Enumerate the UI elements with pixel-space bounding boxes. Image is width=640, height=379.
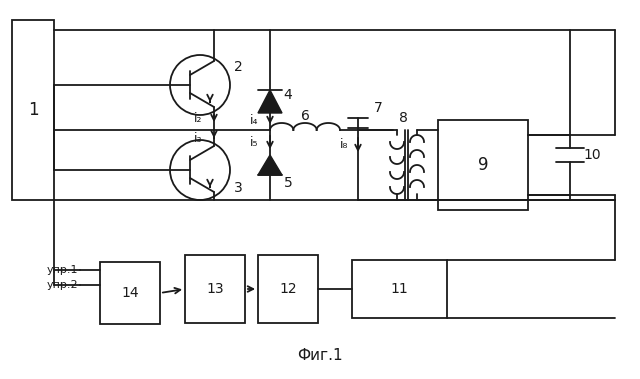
Text: 5: 5 — [284, 176, 292, 190]
Text: 8: 8 — [399, 111, 408, 125]
Bar — [352, 260, 447, 318]
Text: i₂: i₂ — [194, 111, 202, 124]
Bar — [100, 262, 160, 324]
Text: i₅: i₅ — [250, 136, 259, 149]
Bar — [438, 120, 528, 210]
Polygon shape — [258, 90, 282, 113]
Bar — [185, 255, 245, 323]
Bar — [12, 20, 54, 200]
Text: 3: 3 — [234, 181, 243, 195]
Text: 4: 4 — [284, 88, 292, 102]
Text: 10: 10 — [583, 148, 601, 162]
Text: 13: 13 — [206, 282, 224, 296]
Text: 12: 12 — [279, 282, 297, 296]
Text: i₄: i₄ — [250, 114, 259, 127]
Text: 6: 6 — [301, 109, 309, 123]
Text: упр.1: упр.1 — [47, 265, 78, 275]
Text: 9: 9 — [477, 156, 488, 174]
Text: Фиг.1: Фиг.1 — [297, 348, 343, 362]
Polygon shape — [258, 155, 282, 175]
Text: i₃: i₃ — [194, 132, 202, 144]
Text: 11: 11 — [390, 282, 408, 296]
Text: упр.2: упр.2 — [46, 280, 78, 290]
Text: 2: 2 — [234, 60, 243, 74]
Bar — [258, 255, 318, 323]
Text: 1: 1 — [28, 101, 38, 119]
Text: i₈: i₈ — [340, 138, 348, 152]
Text: 14: 14 — [121, 286, 139, 300]
Text: 7: 7 — [374, 101, 382, 115]
